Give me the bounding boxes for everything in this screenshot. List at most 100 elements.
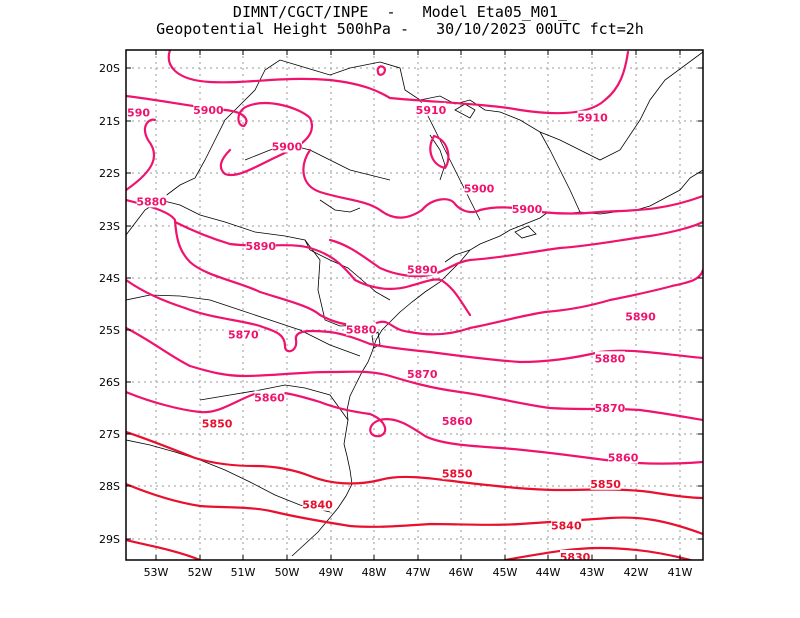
contour-label-bg — [608, 450, 639, 464]
contour-label-bg — [126, 105, 154, 119]
contour-5890-mid — [328, 220, 703, 278]
contour-label-bg — [245, 238, 276, 252]
contour-label-bg — [202, 416, 233, 430]
contour-label: 5870 — [595, 402, 626, 415]
lon-label: 44W — [536, 566, 561, 579]
contour-label-bg — [302, 497, 333, 511]
state-border-1 — [126, 51, 703, 236]
contour-5900-b — [126, 118, 157, 192]
river-2 — [319, 199, 361, 213]
lon-label: 42W — [624, 566, 649, 579]
contour-5860 — [126, 390, 703, 465]
contour-label: 5880 — [346, 324, 377, 337]
state-border-7 — [419, 99, 481, 221]
lon-label: 48W — [362, 566, 387, 579]
contour-label: 5900 — [272, 140, 303, 153]
contour-label: 5890 — [625, 310, 656, 323]
lon-label: 50W — [275, 566, 300, 579]
contour-5910-ring — [376, 65, 387, 76]
contour-5840 — [126, 482, 703, 536]
lake-1 — [454, 103, 476, 119]
contour-5900-d — [429, 134, 450, 170]
lon-label: 51W — [231, 566, 256, 579]
lat-label: 24S — [99, 272, 120, 285]
geopotential-contours — [126, 50, 703, 560]
lat-label: 25S — [99, 324, 120, 337]
lat-label: 21S — [99, 115, 120, 128]
contour-label-bg — [625, 309, 656, 323]
contour-5830-b — [503, 546, 692, 560]
contour-label-bg — [442, 414, 473, 428]
island-sp — [514, 225, 537, 239]
contour-label: 5860 — [254, 391, 285, 404]
river-3 — [429, 134, 446, 181]
contour-label: 5850 — [442, 467, 473, 480]
contour-label: 5890 — [245, 240, 276, 253]
contour-label: 5870 — [407, 368, 438, 381]
contour-label-bg — [551, 518, 582, 532]
contour-label: 5910 — [577, 112, 608, 125]
contour-label: 5840 — [302, 499, 333, 512]
contour-label: 5900 — [512, 203, 543, 216]
contour-label-bg — [594, 400, 625, 414]
contour-label-bg — [442, 466, 473, 480]
contour-label: 5850 — [590, 478, 621, 491]
contour-5830 — [126, 538, 202, 560]
lon-label: 53W — [144, 566, 169, 579]
contour-label-bg — [407, 366, 438, 380]
lat-label: 28S — [99, 480, 120, 493]
lat-label: 27S — [99, 428, 120, 441]
contour-label-bg — [407, 262, 438, 276]
contour-5900-c — [302, 148, 703, 219]
contour-label-bg — [228, 327, 259, 341]
axis-ticks — [126, 50, 703, 560]
contour-label-bg — [594, 351, 625, 365]
contour-label-bg — [560, 550, 591, 560]
lon-label: 49W — [319, 566, 344, 579]
contour-label: 5880 — [136, 195, 167, 208]
longitude-labels: 53W 52W 51W 50W 49W 48W 47W 46W 45W 44W … — [144, 566, 693, 579]
lat-label: 23S — [99, 220, 120, 233]
map-frame — [125, 49, 704, 561]
lat-label: 26S — [99, 376, 120, 389]
contour-5910 — [167, 50, 630, 115]
contour-labels: 5910 5910 5900 5900 5900 5900 5880 5890 5890 5890… — [126, 102, 656, 564]
title-line-1: DIMNT/CGCT/INPE - Model Eta05_M01_ — [232, 3, 568, 21]
state-border-8 — [539, 131, 581, 213]
lon-label: 45W — [493, 566, 518, 579]
latitude-labels: 20S 21S 22S 23S 24S 25S 26S 27S 28S 29S — [99, 62, 120, 546]
contour-label: 590 — [127, 106, 150, 119]
contour-label-bg — [254, 390, 285, 404]
lon-label: 52W — [188, 566, 213, 579]
contour-label-bg — [346, 322, 377, 336]
lat-label: 22S — [99, 167, 120, 180]
state-border-3 — [126, 294, 361, 357]
contour-label: 5890 — [407, 263, 438, 276]
contour-label-bg — [512, 202, 543, 216]
contour-label: 5880 — [595, 352, 626, 365]
bay — [444, 249, 471, 263]
contour-5900-a — [126, 94, 314, 177]
contour-label-bg — [136, 194, 167, 208]
contour-label: 5870 — [228, 329, 259, 342]
contour-label: 5830 — [560, 551, 591, 564]
title-line-2: Geopotential Height 500hPa - 30/10/2023 … — [156, 20, 644, 38]
state-border-4 — [126, 439, 331, 513]
contour-label-bg — [577, 110, 608, 124]
contour-label: 5840 — [551, 520, 582, 533]
map-title: DIMNT/CGCT/INPE - Model Eta05_M01_ Geopo… — [0, 4, 800, 38]
contour-label: 5900 — [193, 104, 224, 117]
lat-label: 29S — [99, 533, 120, 546]
lon-label: 46W — [449, 566, 474, 579]
contour-5890 — [126, 198, 703, 336]
contour-label: 5900 — [464, 182, 495, 195]
contour-5880 — [126, 278, 703, 364]
lon-label: 41W — [668, 566, 693, 579]
lat-label: 20S — [99, 62, 120, 75]
contour-label: 5850 — [202, 418, 233, 431]
contour-label: 5860 — [608, 452, 639, 465]
lon-label: 47W — [406, 566, 431, 579]
lon-label: 43W — [580, 566, 605, 579]
contour-label-bg — [415, 102, 446, 116]
